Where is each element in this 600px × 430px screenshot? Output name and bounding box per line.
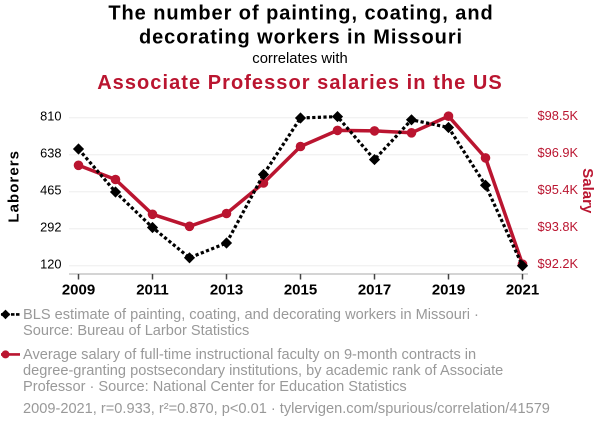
svg-text:2015: 2015 — [284, 282, 317, 299]
svg-text:$95.4K: $95.4K — [538, 182, 579, 197]
svg-text:degree-granting postsecondary: degree-granting postsecondary institutio… — [23, 363, 503, 379]
svg-text:810: 810 — [40, 109, 61, 124]
svg-text:Associate Professor salaries i: Associate Professor salaries in the US — [97, 72, 503, 94]
svg-text:Professor · Source: National C: Professor · Source: National Center for … — [23, 379, 407, 395]
svg-text:638: 638 — [40, 146, 61, 161]
svg-text:$93.8K: $93.8K — [538, 219, 579, 234]
svg-text:465: 465 — [40, 183, 61, 198]
svg-text:correlates with: correlates with — [252, 51, 347, 67]
svg-text:2009-2021, r=0.933, r²=0.870,: 2009-2021, r=0.933, r²=0.870, p<0.01 · t… — [23, 401, 550, 417]
svg-text:Laborers: Laborers — [5, 150, 22, 223]
svg-text:$92.2K: $92.2K — [538, 256, 579, 271]
svg-text:292: 292 — [40, 220, 61, 235]
svg-text:Average salary of full-time in: Average salary of full-time instructiona… — [23, 347, 476, 363]
svg-text:Salary: Salary — [579, 168, 596, 214]
svg-text:BLS estimate of painting, coat: BLS estimate of painting, coating, and d… — [23, 307, 479, 323]
svg-text:Source: Bureau of Larbor Stati: Source: Bureau of Larbor Statistics — [23, 323, 249, 339]
svg-text:2009: 2009 — [62, 282, 95, 299]
svg-text:$98.5K: $98.5K — [538, 108, 579, 123]
svg-text:120: 120 — [40, 257, 61, 272]
svg-text:2021: 2021 — [506, 282, 539, 299]
svg-text:decorating workers in Missouri: decorating workers in Missouri — [139, 27, 463, 49]
svg-text:2017: 2017 — [358, 282, 391, 299]
svg-text:2011: 2011 — [136, 282, 169, 299]
svg-text:The number of painting, coatin: The number of painting, coating, and — [108, 3, 493, 25]
svg-text:$96.9K: $96.9K — [538, 145, 579, 160]
svg-text:2013: 2013 — [210, 282, 243, 299]
svg-text:2019: 2019 — [432, 282, 465, 299]
